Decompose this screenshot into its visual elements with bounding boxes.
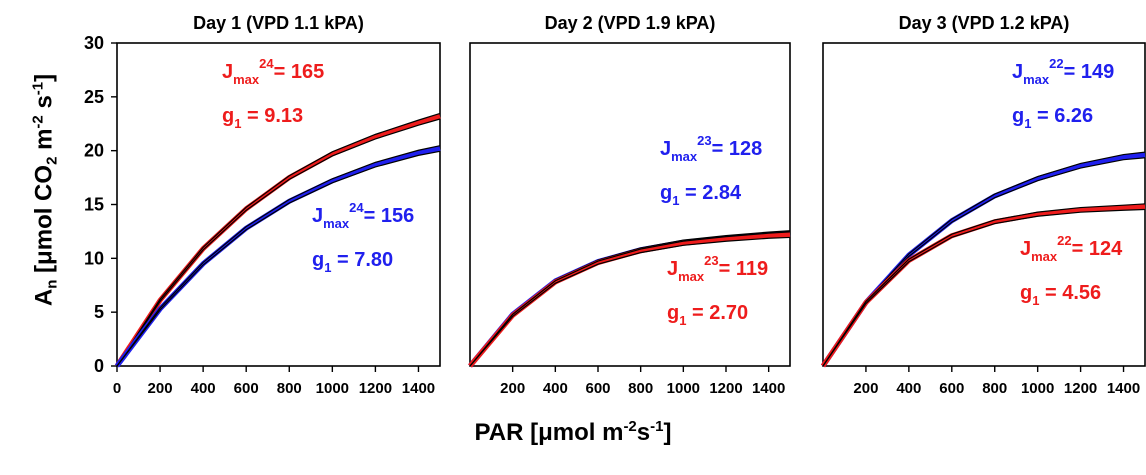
jmax-annotation-blue: Jmax22= 149	[1012, 56, 1114, 87]
jmax-annotation-blue: Jmax24= 156	[312, 200, 414, 231]
series-upper-bound-blue	[116, 145, 441, 367]
series-upper-bound-red	[822, 203, 1146, 367]
y-axis-label: An [μmol CO2 m-2 s-1]	[29, 73, 61, 307]
x-tick-label: 1200	[1064, 380, 1097, 397]
x-tick-label: 1000	[1021, 380, 1054, 397]
x-tick-label: 1400	[1107, 380, 1140, 397]
jmax-annotation-red: Jmax23= 119	[667, 253, 768, 284]
x-tick-label: 1000	[316, 380, 349, 397]
x-tick-label: 1200	[359, 380, 392, 397]
x-tick-label: 1200	[709, 380, 742, 397]
series-line-blue	[820, 152, 1146, 368]
series-lower-bound-red	[116, 118, 441, 367]
x-tick-label: 800	[277, 380, 302, 397]
panel-title: Day 3 (VPD 1.2 kPA)	[899, 13, 1070, 33]
x-tick-label: 800	[628, 380, 653, 397]
y-tick-label: 15	[84, 195, 104, 215]
y-tick-label: 20	[84, 141, 104, 161]
plot-frame	[469, 42, 791, 367]
x-tick-label: 400	[896, 380, 921, 397]
x-tick-label: 1000	[667, 380, 700, 397]
x-tick-label: 400	[191, 380, 216, 397]
x-tick-label: 800	[982, 380, 1007, 397]
y-tick-label: 10	[84, 248, 104, 268]
y-tick-label: 5	[94, 302, 104, 322]
panel-title: Day 1 (VPD 1.1 kPA)	[193, 13, 364, 33]
g1-annotation-blue: g1 = 7.80	[312, 249, 393, 275]
chart-panel-1: Day 1 (VPD 1.1 kPA)0 200 400 600 800 1000 1200…	[84, 13, 441, 397]
g1-annotation-red: g1 = 2.70	[667, 302, 748, 328]
y-tick-label: 30	[84, 33, 104, 53]
g1-annotation-blue: g1 = 6.26	[1012, 105, 1093, 131]
series-lower-bound-blue	[116, 150, 441, 367]
series-line-blue	[115, 146, 441, 368]
plot-frame	[822, 42, 1146, 367]
series-upper-bound-red	[469, 231, 791, 367]
x-tick-label: 400	[543, 380, 568, 397]
jmax-annotation-red: Jmax22= 124	[1020, 233, 1123, 264]
x-tick-label: 1400	[402, 380, 435, 397]
x-axis-label: PAR [μmol m-2s-1]	[474, 418, 672, 446]
x-tick-label: 600	[234, 380, 259, 397]
jmax-annotation-blue: Jmax23= 128	[660, 133, 762, 164]
series-line-red	[820, 204, 1146, 368]
x-tick-label: 200	[148, 380, 173, 397]
series-line-red	[114, 113, 441, 368]
series-lower-bound-blue	[822, 157, 1146, 367]
jmax-annotation-red: Jmax24= 165	[222, 56, 324, 87]
x-tick-label: 0	[113, 380, 121, 397]
x-tick-label: 200	[853, 380, 878, 397]
series-line-red	[468, 232, 791, 368]
x-tick-label: 1400	[752, 380, 785, 397]
x-tick-label: 600	[939, 380, 964, 397]
x-tick-label: 200	[500, 380, 525, 397]
y-tick-label: 0	[94, 356, 104, 376]
series-upper-bound-red	[116, 112, 441, 367]
y-tick-label: 25	[84, 87, 104, 107]
chart-panel-3: Day 3 (VPD 1.2 kPA) 200 400 600 800 1000 1200 1…	[820, 13, 1146, 397]
panel-title: Day 2 (VPD 1.9 kPA)	[545, 13, 716, 33]
x-tick-label: 600	[585, 380, 610, 397]
chart-panel-2: Day 2 (VPD 1.9 kPA) 200 400 600 800 1000 1200 1…	[468, 13, 791, 397]
series-lower-bound-red	[469, 236, 791, 367]
g1-annotation-red: g1 = 4.56	[1020, 282, 1101, 308]
g1-annotation-red: g1 = 9.13	[222, 105, 303, 131]
series-upper-bound-blue	[469, 230, 791, 367]
g1-annotation-blue: g1 = 2.84	[660, 182, 742, 208]
series-lower-bound-red	[822, 208, 1146, 367]
